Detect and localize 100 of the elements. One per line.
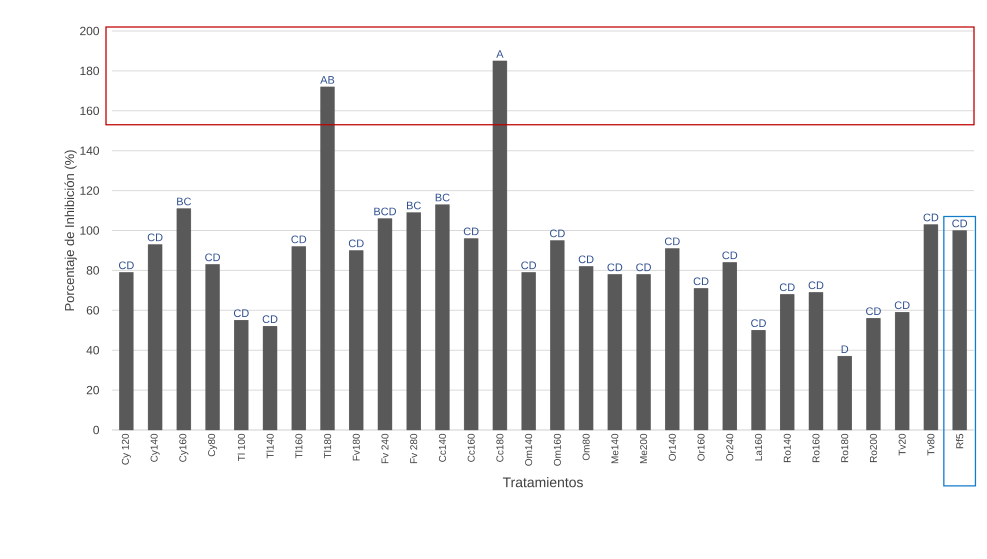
data-label: CD xyxy=(952,220,968,228)
data-label: D xyxy=(842,345,848,353)
bar xyxy=(464,238,478,430)
bar xyxy=(780,294,794,430)
bar xyxy=(636,274,651,430)
y-tick-label: 80 xyxy=(86,266,100,275)
data-label: CD xyxy=(866,307,881,316)
data-label: BCD xyxy=(374,208,396,216)
y-tick-label: 200 xyxy=(80,26,100,36)
x-tick-label: Ro180 xyxy=(841,434,848,462)
x-tick-label: Cc160 xyxy=(468,434,475,462)
bar xyxy=(808,292,824,430)
bar xyxy=(694,288,708,430)
data-label: CD xyxy=(148,234,162,242)
data-label: CD xyxy=(780,283,795,292)
data-label: CD xyxy=(751,319,766,328)
bar xyxy=(751,330,766,430)
bar xyxy=(521,272,536,430)
x-tick-label: Cc180 xyxy=(496,434,504,462)
data-label: CD xyxy=(464,228,479,236)
x-tick-label: Or160 xyxy=(698,434,705,461)
bar xyxy=(952,230,967,430)
bar xyxy=(665,248,680,430)
x-tick-label: Cy80 xyxy=(208,434,218,456)
x-tick-label: Me200 xyxy=(640,434,648,464)
bar xyxy=(578,266,594,430)
data-label: CD xyxy=(521,261,536,270)
x-axis-title: Tratamientos xyxy=(502,477,583,488)
x-tick-label: Tv80 xyxy=(927,434,934,456)
x-tick-label: Tl140 xyxy=(266,434,274,458)
data-label: CD xyxy=(550,230,565,238)
data-label: CD xyxy=(808,281,824,290)
x-tick-label: Fv 280 xyxy=(410,434,418,464)
x-tick-label: Tl160 xyxy=(295,434,302,458)
bar xyxy=(234,320,248,430)
data-label: CD xyxy=(291,236,306,244)
data-label: CD xyxy=(924,214,938,222)
y-tick-label: 180 xyxy=(80,66,100,76)
bar xyxy=(262,326,278,430)
bar xyxy=(838,356,852,430)
x-tick-label: Cy160 xyxy=(179,434,188,462)
x-tick-label: Cy 120 xyxy=(122,434,131,465)
data-label: CD xyxy=(722,251,738,260)
data-label: BC xyxy=(436,194,450,202)
data-label: CD xyxy=(205,253,220,262)
x-tick-label: Om160 xyxy=(554,434,561,466)
bar xyxy=(205,264,220,430)
bar xyxy=(550,240,565,430)
x-tick-label: Tl180 xyxy=(324,434,332,458)
x-tick-label: Tl 100 xyxy=(238,434,245,461)
x-tick-label: Ro200 xyxy=(870,434,877,462)
y-tick-label: 20 xyxy=(86,386,100,394)
data-label: CD xyxy=(119,261,134,270)
x-tick-label: Ro140 xyxy=(784,434,791,462)
x-tick-label: Om80 xyxy=(582,434,590,460)
bar xyxy=(924,224,938,430)
bar xyxy=(119,272,134,430)
bar xyxy=(492,60,508,430)
x-tick-label: Fv 240 xyxy=(381,434,388,464)
y-tick-label: 160 xyxy=(80,106,100,116)
data-label: AB xyxy=(320,76,334,84)
data-label: CD xyxy=(348,240,364,248)
y-tick-label: 140 xyxy=(80,146,100,155)
bar xyxy=(292,246,306,430)
x-tick-label: Fv180 xyxy=(352,434,360,460)
x-tick-label: Tv20 xyxy=(898,434,906,456)
x-tick-label: Cy140 xyxy=(150,434,160,462)
data-label: CD xyxy=(894,301,910,310)
bar xyxy=(722,262,737,430)
data-label: CD xyxy=(694,277,708,286)
x-tick-label: Or140 xyxy=(668,434,676,461)
bar xyxy=(320,86,335,430)
x-tick-label: Rf5 xyxy=(956,434,964,448)
bar xyxy=(866,318,881,430)
x-tick-label: Me140 xyxy=(611,434,618,464)
data-label: BC xyxy=(406,202,421,210)
y-tick-label: 0 xyxy=(93,426,100,434)
x-tick-label: La160 xyxy=(754,434,762,460)
y-tick-label: 120 xyxy=(80,186,100,195)
x-tick-label: Or240 xyxy=(726,434,734,461)
y-tick-label: 60 xyxy=(86,306,100,315)
x-tick-label: Om140 xyxy=(525,434,532,466)
y-tick-label: 100 xyxy=(80,226,100,235)
data-label: CD xyxy=(664,238,680,246)
bar xyxy=(435,204,450,430)
data-label: CD xyxy=(234,309,249,318)
bar xyxy=(148,244,162,430)
x-tick-label: Ro160 xyxy=(812,434,820,462)
bar xyxy=(349,250,364,430)
data-label: BC xyxy=(177,198,192,206)
data-label: CD xyxy=(636,263,651,272)
bar xyxy=(176,208,192,430)
data-label: CD xyxy=(607,263,622,272)
data-label: CD xyxy=(262,315,278,324)
data-label: CD xyxy=(578,255,594,264)
bar xyxy=(894,312,910,430)
bar xyxy=(378,218,392,430)
bar xyxy=(406,212,421,430)
y-tick-label: 40 xyxy=(86,346,100,354)
x-tick-label: Cc140 xyxy=(438,434,446,462)
